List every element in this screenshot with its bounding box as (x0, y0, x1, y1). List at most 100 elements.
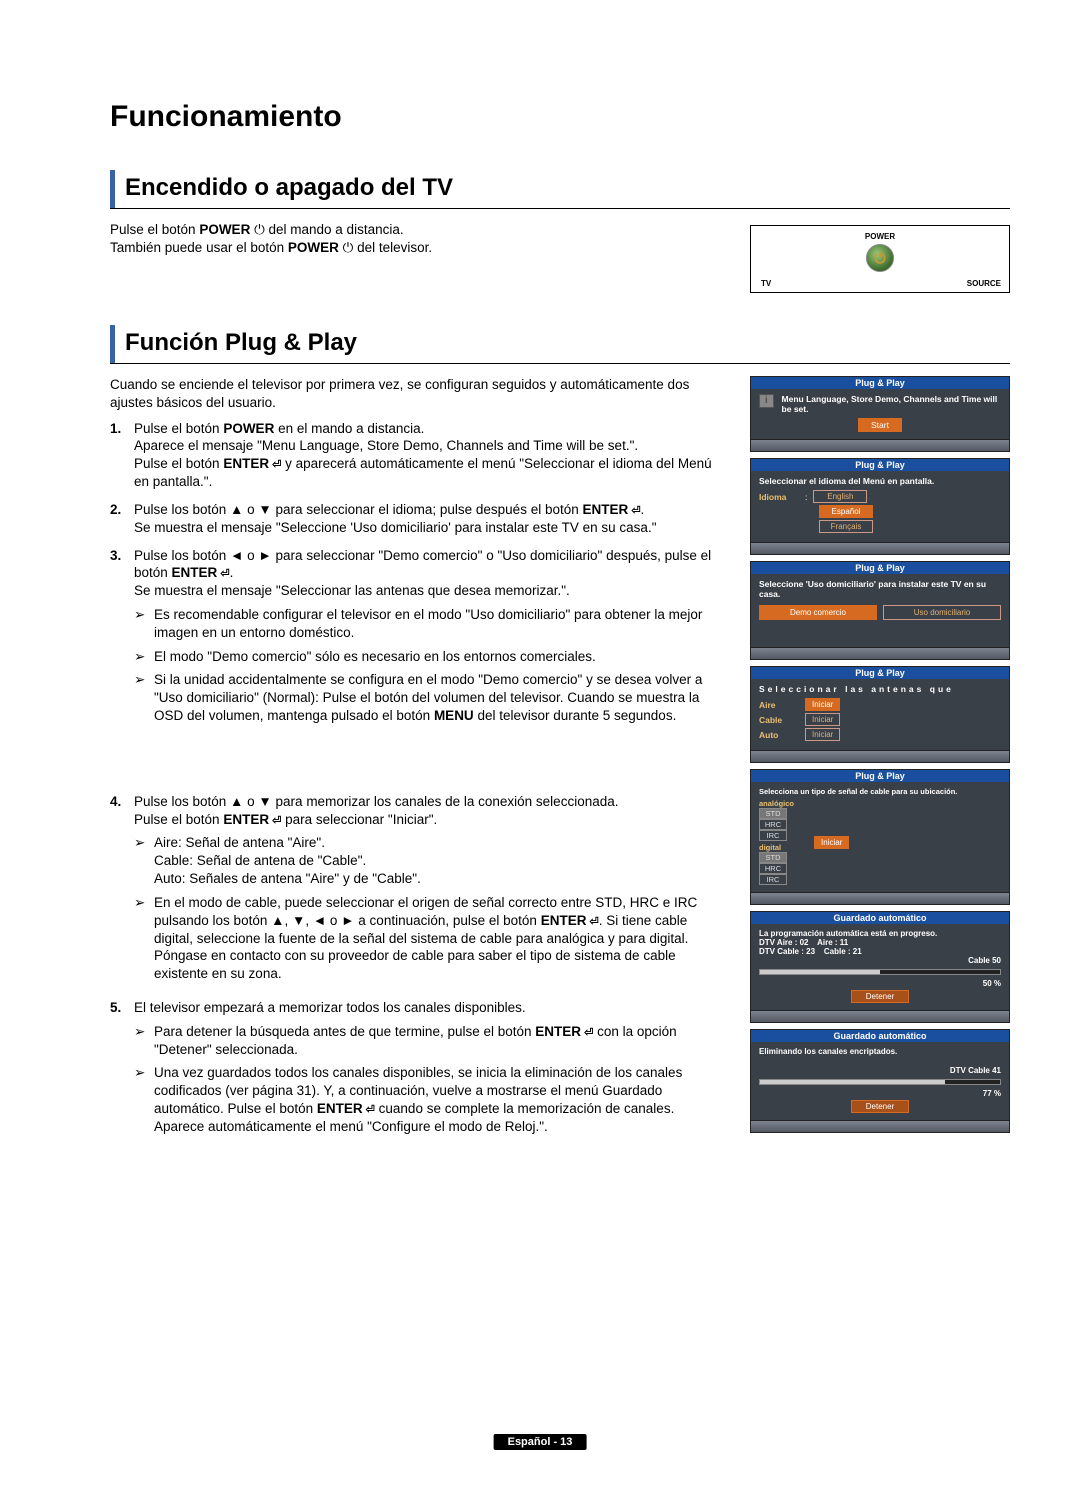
power-section-title: Encendido o apagado del TV (125, 170, 453, 208)
sub-item: El modo "Demo comercio" sólo es necesari… (134, 648, 722, 666)
text: ENTER (317, 1101, 375, 1116)
text: ENTER (541, 913, 599, 928)
osd-text: DTV Cable : 23 (759, 947, 815, 956)
osd-label: digital (759, 843, 794, 852)
power-button-icon: ⏻ (866, 244, 894, 272)
text: Para detener la búsqueda antes de que te… (154, 1024, 535, 1039)
osd-text: DTV Aire : 02 (759, 938, 809, 947)
osd-title: Guardado automático (751, 912, 1009, 924)
osd-text: La programación automática está en progr… (759, 929, 1001, 938)
osd-option: IRC (759, 874, 787, 885)
osd-option: Français (819, 520, 873, 533)
text: También puede usar el botón (110, 240, 288, 255)
power-label: POWER (865, 232, 895, 241)
power-section: Encendido o apagado del TV Pulse el botó… (110, 170, 1010, 293)
osd-text: Selecciona un tipo de señal de cable par… (759, 787, 1001, 796)
text: del televisor durante 5 segundos. (474, 708, 677, 723)
text: Pulse el botón (110, 222, 199, 237)
sub-item: En el modo de cable, puede seleccionar e… (134, 894, 722, 983)
text: Pulse el botón (134, 421, 223, 436)
osd-stop-btn: Detener (851, 990, 909, 1003)
osd-label: Auto (759, 730, 799, 740)
text: Aparece el mensaje "Menu Language, Store… (134, 438, 638, 453)
step-1: 1. Pulse el botón POWER en el mando a di… (110, 420, 722, 491)
text: en el mando a distancia. (274, 421, 424, 436)
osd-option: HRC (759, 819, 787, 830)
osd-option: Iniciar (805, 728, 840, 741)
text: ENTER (223, 812, 281, 827)
osd-option: HRC (759, 863, 787, 874)
osd-text: 50 % (759, 979, 1001, 988)
osd-text: Seleccionar el idioma del Menú en pantal… (759, 476, 1001, 486)
text: para seleccionar "Iniciar". (281, 812, 437, 827)
tv-label: TV (761, 279, 771, 288)
sub-item: Si la unidad accidentalmente se configur… (134, 671, 722, 724)
step-number: 3. (110, 547, 134, 731)
osd-language: Plug & Play Seleccionar el idioma del Me… (750, 458, 1010, 555)
osd-option: Demo comercio (759, 605, 877, 620)
pnp-section: Función Plug & Play Cuando se enciende e… (110, 325, 1010, 1152)
section-bar (110, 325, 115, 363)
text: Se muestra el mensaje "Seleccionar las a… (134, 583, 570, 598)
osd-text: Seleccione 'Uso domiciliario' para insta… (759, 579, 1001, 599)
step-number: 4. (110, 793, 134, 989)
osd-option: Español (819, 505, 873, 518)
osd-text: Aire : 11 (817, 938, 848, 947)
osd-title: Plug & Play (751, 562, 1009, 574)
osd-label: Idioma (759, 492, 799, 502)
sub-item: Aire: Señal de antena "Aire". Cable: Señ… (134, 834, 722, 887)
step-number: 5. (110, 999, 134, 1142)
osd-text: Menu Language, Store Demo, Channels and … (782, 394, 1001, 414)
text: ⏻ del televisor. (339, 240, 432, 255)
osd-title: Plug & Play (751, 667, 1009, 679)
osd-option: Uso domiciliario (883, 605, 1001, 620)
osd-label: analógico (759, 799, 794, 808)
osd-title: Plug & Play (751, 459, 1009, 471)
section-bar (110, 170, 115, 208)
osd-title: Plug & Play (751, 770, 1009, 782)
text: POWER (199, 222, 250, 237)
osd-stop-btn: Detener (851, 1100, 909, 1113)
text: POWER (223, 421, 274, 436)
osd-title: Plug & Play (751, 377, 1009, 389)
sub-item: Es recomendable configurar el televisor … (134, 606, 722, 642)
page-footer: Español - 13 (494, 1434, 587, 1450)
text: El televisor empezará a memorizar todos … (134, 1000, 526, 1015)
text: ENTER (535, 1024, 593, 1039)
osd-option: IRC (759, 830, 787, 841)
text: . (641, 502, 645, 517)
pnp-section-title: Función Plug & Play (125, 325, 357, 363)
text: POWER (288, 240, 339, 255)
osd-antenna: Plug & Play Seleccionar las antenas que … (750, 666, 1010, 763)
info-icon: i (759, 394, 774, 408)
text: ENTER (223, 456, 281, 471)
osd-autosave1: Guardado automático La programación auto… (750, 911, 1010, 1023)
text: Pulse los botón ▲ o ▼ para seleccionar e… (134, 502, 583, 517)
osd-option: Iniciar (805, 698, 840, 711)
text: Pulse el botón (134, 812, 223, 827)
osd-option: STD (759, 852, 787, 863)
step-5: 5. El televisor empezará a memorizar tod… (110, 999, 722, 1142)
step-4: 4. Pulse los botón ▲ o ▼ para memorizar … (110, 793, 722, 989)
osd-option: Iniciar (805, 713, 840, 726)
sub-item: Para detener la búsqueda antes de que te… (134, 1023, 722, 1059)
text: Se muestra el mensaje "Seleccione 'Uso d… (134, 520, 657, 535)
source-label: SOURCE (967, 279, 1001, 288)
sub-item: Una vez guardados todos los canales disp… (134, 1064, 722, 1135)
osd-text: Cable : 21 (824, 947, 862, 956)
osd-title: Guardado automático (751, 1030, 1009, 1042)
osd-home: Plug & Play Seleccione 'Uso domiciliario… (750, 561, 1010, 660)
main-title: Funcionamiento (110, 100, 1010, 134)
osd-text: Cable 50 (759, 956, 1001, 965)
osd-cabletype: Plug & Play Selecciona un tipo de señal … (750, 769, 1010, 905)
power-text: Pulse el botón POWER ⏻ del mando a dista… (110, 221, 722, 257)
osd-text: 77 % (759, 1089, 1001, 1098)
text: MENU (434, 708, 474, 723)
text: Pulse los botón ▲ o ▼ para memorizar los… (134, 794, 618, 809)
osd-autosave2: Guardado automático Eliminando los canal… (750, 1029, 1010, 1133)
text: Pulse el botón (134, 456, 223, 471)
remote-diagram: POWER ⏻ TV SOURCE (750, 225, 1010, 293)
step-number: 1. (110, 420, 134, 491)
osd-option: Iniciar (814, 836, 849, 849)
osd-text: Seleccionar las antenas que (759, 684, 1001, 694)
